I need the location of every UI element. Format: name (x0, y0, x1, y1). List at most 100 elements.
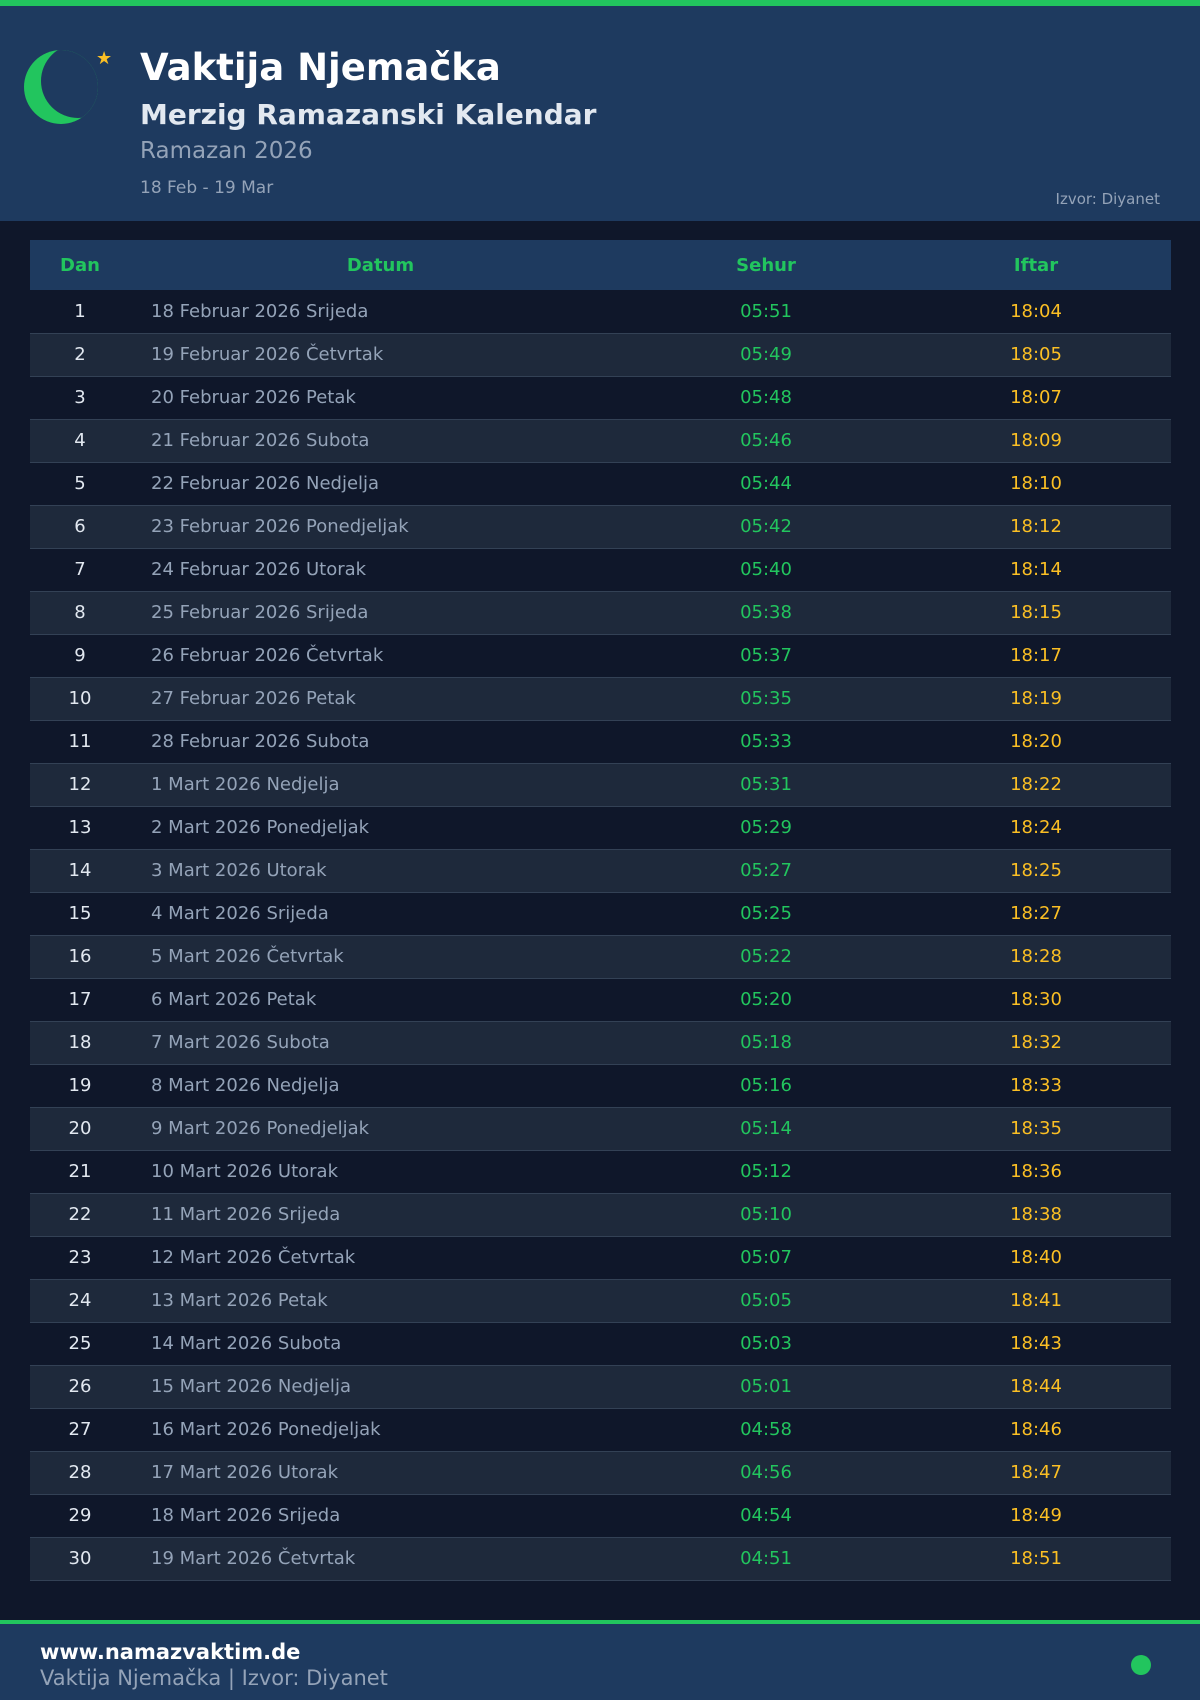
table-row: 13 2 Mart 2026 Ponedjeljak 05:29 18:24 (30, 806, 1171, 850)
date: 5 Mart 2026 Četvrtak (130, 935, 631, 979)
sehur-time: 05:16 (631, 1064, 901, 1108)
day-number: 24 (30, 1279, 130, 1323)
sehur-time: 05:12 (631, 1150, 901, 1194)
day-number: 30 (30, 1537, 130, 1581)
table-row: 10 27 Februar 2026 Petak 05:35 18:19 (30, 677, 1171, 721)
sehur-time: 05:22 (631, 935, 901, 979)
sehur-time: 04:51 (631, 1537, 901, 1581)
table-row: 12 1 Mart 2026 Nedjelja 05:31 18:22 (30, 763, 1171, 807)
date: 9 Mart 2026 Ponedjeljak (130, 1107, 631, 1151)
day-number: 11 (30, 720, 130, 764)
day-number: 22 (30, 1193, 130, 1237)
table-row: 30 19 Mart 2026 Četvrtak 04:51 18:51 (30, 1537, 1171, 1581)
iftar-time: 18:04 (901, 290, 1171, 334)
footer: www.namazvaktim.de Vaktija Njemačka | Iz… (0, 1624, 1200, 1700)
date: 19 Mart 2026 Četvrtak (130, 1537, 631, 1581)
date: 19 Februar 2026 Četvrtak (130, 333, 631, 377)
date: 17 Mart 2026 Utorak (130, 1451, 631, 1495)
sehur-time: 05:44 (631, 462, 901, 506)
table-row: 22 11 Mart 2026 Srijeda 05:10 18:38 (30, 1193, 1171, 1237)
day-number: 19 (30, 1064, 130, 1108)
day-number: 20 (30, 1107, 130, 1151)
sehur-time: 05:33 (631, 720, 901, 764)
column-header-datum: Datum (130, 240, 631, 290)
iftar-time: 18:28 (901, 935, 1171, 979)
date: 26 Februar 2026 Četvrtak (130, 634, 631, 678)
day-number: 23 (30, 1236, 130, 1280)
day-number: 25 (30, 1322, 130, 1366)
iftar-time: 18:36 (901, 1150, 1171, 1194)
day-number: 28 (30, 1451, 130, 1495)
iftar-time: 18:05 (901, 333, 1171, 377)
top-accent-bar (0, 0, 1200, 6)
day-number: 15 (30, 892, 130, 936)
iftar-time: 18:51 (901, 1537, 1171, 1581)
date: 14 Mart 2026 Subota (130, 1322, 631, 1366)
iftar-time: 18:41 (901, 1279, 1171, 1323)
iftar-time: 18:17 (901, 634, 1171, 678)
table-row: 3 20 Februar 2026 Petak 05:48 18:07 (30, 376, 1171, 420)
table-row: 27 16 Mart 2026 Ponedjeljak 04:58 18:46 (30, 1408, 1171, 1452)
table-row: 18 7 Mart 2026 Subota 05:18 18:32 (30, 1021, 1171, 1065)
source-label: Izvor: Diyanet (1055, 190, 1160, 208)
sehur-time: 05:35 (631, 677, 901, 721)
day-number: 14 (30, 849, 130, 893)
sehur-time: 05:29 (631, 806, 901, 850)
table-row: 20 9 Mart 2026 Ponedjeljak 05:14 18:35 (30, 1107, 1171, 1151)
day-number: 1 (30, 290, 130, 334)
app-title: Vaktija Njemačka (140, 46, 501, 89)
date: 22 Februar 2026 Nedjelja (130, 462, 631, 506)
iftar-time: 18:35 (901, 1107, 1171, 1151)
table-row: 9 26 Februar 2026 Četvrtak 05:37 18:17 (30, 634, 1171, 678)
table-row: 11 28 Februar 2026 Subota 05:33 18:20 (30, 720, 1171, 764)
sehur-time: 05:51 (631, 290, 901, 334)
date: 20 Februar 2026 Petak (130, 376, 631, 420)
sehur-time: 05:10 (631, 1193, 901, 1237)
date: 4 Mart 2026 Srijeda (130, 892, 631, 936)
date: 27 Februar 2026 Petak (130, 677, 631, 721)
iftar-time: 18:10 (901, 462, 1171, 506)
table-row: 14 3 Mart 2026 Utorak 05:27 18:25 (30, 849, 1171, 893)
table-row: 23 12 Mart 2026 Četvrtak 05:07 18:40 (30, 1236, 1171, 1280)
date: 21 Februar 2026 Subota (130, 419, 631, 463)
sehur-time: 04:58 (631, 1408, 901, 1452)
sehur-time: 05:03 (631, 1322, 901, 1366)
day-number: 27 (30, 1408, 130, 1452)
iftar-time: 18:24 (901, 806, 1171, 850)
date: 1 Mart 2026 Nedjelja (130, 763, 631, 807)
iftar-time: 18:30 (901, 978, 1171, 1022)
table-row: 19 8 Mart 2026 Nedjelja 05:16 18:33 (30, 1064, 1171, 1108)
sehur-time: 05:48 (631, 376, 901, 420)
sehur-time: 05:37 (631, 634, 901, 678)
table-row: 16 5 Mart 2026 Četvrtak 05:22 18:28 (30, 935, 1171, 979)
sehur-time: 05:20 (631, 978, 901, 1022)
sehur-time: 05:07 (631, 1236, 901, 1280)
iftar-time: 18:32 (901, 1021, 1171, 1065)
table-row: 8 25 Februar 2026 Srijeda 05:38 18:15 (30, 591, 1171, 635)
iftar-time: 18:09 (901, 419, 1171, 463)
website-link[interactable]: www.namazvaktim.de (40, 1640, 301, 1664)
iftar-time: 18:07 (901, 376, 1171, 420)
status-dot-icon (1131, 1655, 1151, 1675)
day-number: 18 (30, 1021, 130, 1065)
table-row: 4 21 Februar 2026 Subota 05:46 18:09 (30, 419, 1171, 463)
date: 13 Mart 2026 Petak (130, 1279, 631, 1323)
sehur-time: 04:56 (631, 1451, 901, 1495)
iftar-time: 18:20 (901, 720, 1171, 764)
crescent-moon-icon (24, 50, 98, 124)
date: 25 Februar 2026 Srijeda (130, 591, 631, 635)
sehur-time: 05:42 (631, 505, 901, 549)
date: 16 Mart 2026 Ponedjeljak (130, 1408, 631, 1452)
page-title: Merzig Ramazanski Kalendar (140, 98, 597, 131)
sehur-time: 05:05 (631, 1279, 901, 1323)
iftar-time: 18:25 (901, 849, 1171, 893)
table-row: 15 4 Mart 2026 Srijeda 05:25 18:27 (30, 892, 1171, 936)
iftar-time: 18:15 (901, 591, 1171, 635)
day-number: 26 (30, 1365, 130, 1409)
iftar-time: 18:47 (901, 1451, 1171, 1495)
sehur-time: 05:25 (631, 892, 901, 936)
date: 10 Mart 2026 Utorak (130, 1150, 631, 1194)
day-number: 5 (30, 462, 130, 506)
date: 7 Mart 2026 Subota (130, 1021, 631, 1065)
day-number: 21 (30, 1150, 130, 1194)
